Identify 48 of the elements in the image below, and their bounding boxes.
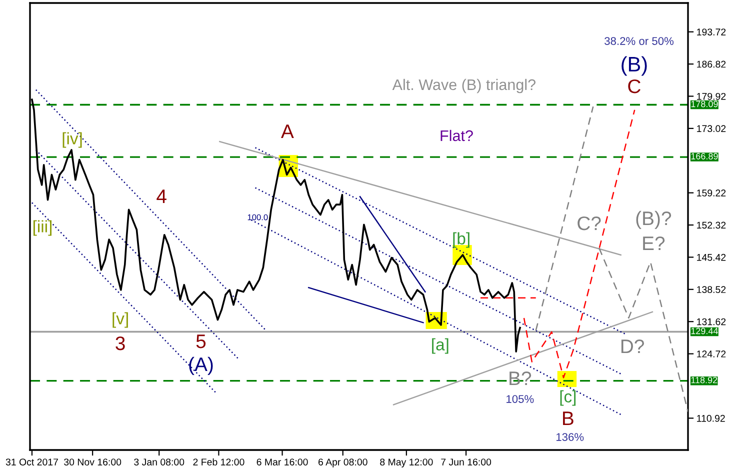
ref-line-label: 118.92 — [691, 376, 718, 384]
annotation: [iii] — [33, 220, 52, 236]
annotation: 4 — [156, 190, 166, 204]
annotation: 38.2% or 50% — [604, 37, 674, 45]
ref-line-label: 178.09 — [691, 100, 718, 108]
annotation: C? — [578, 216, 601, 230]
y-tick-label: 159.22 — [697, 190, 726, 196]
x-tick-label: 6 Mar 16:00 — [256, 458, 308, 466]
y-tick-label: 131.62 — [697, 318, 726, 326]
y-tick-label: 186.82 — [697, 60, 726, 68]
annotation: Flat? — [440, 130, 473, 142]
y-tick-label: 110.92 — [697, 414, 725, 422]
x-tick-label: 6 Apr 08:00 — [318, 458, 368, 468]
annotation: 100.0 — [248, 214, 268, 220]
annotation: 105% — [506, 395, 534, 403]
x-tick-label: 7 Jun 16:00 — [441, 458, 492, 466]
annotation: [a] — [432, 338, 448, 354]
annotation: [iv] — [62, 132, 82, 148]
annotation: 136% — [556, 433, 584, 441]
annotation: E? — [643, 236, 665, 250]
x-tick-label: 8 May 12:00 — [380, 458, 433, 468]
annotation: Alt. Wave (B) triangl? — [392, 78, 536, 94]
y-tick-label: 179.92 — [697, 92, 726, 100]
y-tick-label: 145.42 — [697, 254, 726, 261]
x-tick-label: 2 Feb 12:00 — [193, 458, 244, 466]
y-tick-label: 152.32 — [697, 222, 726, 229]
annotation: C — [628, 79, 640, 94]
annotation: (B)? — [636, 210, 672, 230]
annotation: 3 — [116, 336, 125, 350]
annotation: (B) — [622, 56, 647, 76]
y-tick-label: 193.72 — [697, 28, 726, 36]
annotation: 5 — [196, 334, 206, 348]
annotation: A — [280, 124, 294, 138]
annotation: B? — [510, 371, 532, 386]
ref-line-label: 129.44 — [691, 328, 718, 334]
annotation: [c] — [560, 390, 576, 406]
y-tick-label: 124.72 — [697, 350, 726, 358]
annotation: (A) — [189, 356, 213, 376]
annotation: [b] — [453, 232, 470, 248]
x-tick-label: 3 Jan 08:00 — [134, 458, 184, 466]
x-tick-label: 31 Oct 2017 — [6, 458, 58, 466]
y-tick-label: 138.52 — [697, 286, 726, 294]
annotation: D? — [621, 339, 644, 354]
annotation: B — [563, 412, 574, 426]
ref-line-label: 166.89 — [691, 153, 718, 160]
y-tick-label: 173.02 — [697, 125, 726, 132]
x-tick-label: 30 Nov 16:00 — [64, 458, 122, 466]
annotation: [v] — [112, 312, 128, 328]
